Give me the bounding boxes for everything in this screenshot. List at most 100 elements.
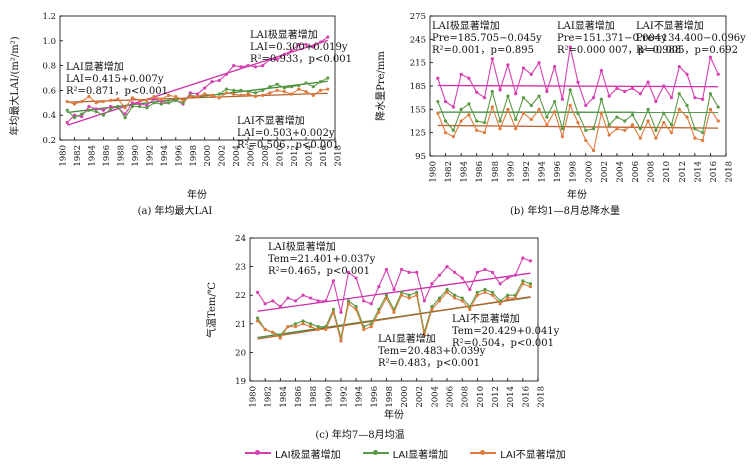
chart-a-series-0-point bbox=[246, 64, 250, 68]
chart-c-annotation-2-line-0: LAI不显著增加 bbox=[452, 312, 520, 325]
chart-c-series-2-point bbox=[354, 307, 358, 312]
chart-a-series-2-point bbox=[195, 95, 200, 99]
chart-a-series-2-point bbox=[275, 88, 279, 92]
chart-a-series-0-point bbox=[130, 101, 134, 105]
chart-b-series-2-point bbox=[708, 107, 713, 111]
chart-a-series-1-point bbox=[297, 83, 301, 88]
chart-c-series-0-point bbox=[271, 299, 275, 303]
chart-b-series-0-point bbox=[490, 57, 494, 61]
chart-a-xtick-label: 1986 bbox=[102, 145, 112, 167]
chart-a-series-2-point bbox=[232, 92, 236, 96]
chart-b-xtick-label: 1988 bbox=[491, 161, 501, 183]
chart-b-series-0-point bbox=[545, 89, 549, 94]
chart-c-fit-line-0 bbox=[257, 272, 531, 312]
chart-a-xtick-label: 1988 bbox=[116, 145, 126, 167]
chart-b-ytick-label: 185 bbox=[410, 82, 426, 92]
chart-b-xtick-label: 2010 bbox=[662, 161, 672, 183]
chart-b-xtick-label: 1984 bbox=[460, 161, 470, 183]
chart-b-series-1-point bbox=[482, 120, 487, 125]
chart-a-series-2-point bbox=[181, 98, 185, 102]
chart-b-series-2-point bbox=[677, 107, 681, 111]
chart-b-series-1-point bbox=[475, 119, 479, 123]
chart-a-series-0-point bbox=[203, 86, 207, 90]
chart-c-xtick-label: 1996 bbox=[370, 386, 380, 408]
chart-a-annotation-1-line-1: LAI=0.415+0.007y bbox=[66, 74, 164, 85]
chart-b-series-2-point bbox=[498, 127, 502, 131]
chart-a-xtick-label: 2010 bbox=[276, 145, 286, 167]
chart-a-series-1-point bbox=[239, 88, 243, 92]
chart-c-series-2-point bbox=[445, 290, 449, 294]
chart-b-series-1-point bbox=[654, 128, 658, 132]
chart-a-series-2-point bbox=[289, 92, 294, 96]
chart-a-series-2-point bbox=[138, 98, 142, 102]
chart-c-series-2-point bbox=[324, 327, 328, 332]
chart-a-series-0-point bbox=[311, 45, 315, 49]
chart-a-annotation-2-line-2: R²=0.506，p<0.001 bbox=[237, 140, 339, 151]
chart-a-series-0-point bbox=[239, 65, 243, 69]
chart-b-annotation-2-line-2: R²=0.005，p=0.692 bbox=[636, 45, 738, 56]
chart-a-series-2-point bbox=[123, 106, 127, 110]
chart-a-series-2-point bbox=[65, 99, 69, 104]
chart-a-series-1-point bbox=[65, 108, 69, 112]
chart-a-ytick-label: 1.2 bbox=[42, 12, 56, 22]
chart-a-series-0-point bbox=[318, 40, 323, 44]
chart-c-series-2-point bbox=[369, 325, 373, 329]
chart-a-series-2-point bbox=[282, 90, 286, 94]
legend-item-nonsig: LAI不显著增加 bbox=[470, 446, 566, 461]
chart-b-series-2-point bbox=[615, 127, 619, 131]
chart-b-series-1-point bbox=[553, 99, 557, 104]
chart-a-series-0-point bbox=[152, 97, 156, 101]
chart-b-xtick-label: 1998 bbox=[569, 161, 579, 183]
chart-c-series-0-point bbox=[422, 299, 426, 303]
chart-c-series-2-point bbox=[271, 330, 275, 334]
chart-a-xtick-label: 1980 bbox=[59, 145, 69, 167]
chart-c-series-0-point bbox=[498, 282, 502, 286]
chart-a-xtick-label: 2016 bbox=[319, 145, 329, 167]
legend-item-sig-strong: LAI极显著增加 bbox=[245, 446, 341, 461]
chart-a-xtick-label: 2018 bbox=[334, 145, 344, 167]
chart-c-ytick-label: 22 bbox=[235, 291, 246, 301]
chart-c-series-2-point bbox=[362, 327, 366, 332]
chart-b-series-2-point bbox=[529, 117, 533, 122]
chart-a-series-0-point bbox=[304, 42, 308, 47]
chart-a-ytick-label: 0.8 bbox=[42, 62, 56, 72]
chart-b-fit-line-2 bbox=[437, 124, 719, 129]
chart-c-xtick-label: 2006 bbox=[446, 386, 456, 408]
chart-c-series-0-point bbox=[278, 305, 282, 309]
chart-a-series-2-point bbox=[261, 93, 265, 97]
chart-a-annotation-2-line-0: LAI不显著增加 bbox=[237, 114, 305, 127]
chart-b-ytick-label: 125 bbox=[410, 129, 426, 139]
chart-b-series-2-point bbox=[685, 115, 689, 119]
chart-a-series-0-point bbox=[188, 91, 192, 95]
chart-a-annotation-0-line-1: LAI=0.300+0.019y bbox=[250, 42, 348, 53]
chart-a-series-2-point bbox=[94, 101, 98, 105]
chart-a-xtick-label: 1996 bbox=[174, 145, 184, 167]
chart-a-series-1-point bbox=[101, 113, 106, 117]
chart-b-series-1-point bbox=[646, 107, 650, 111]
chart-a-series-2-point bbox=[174, 95, 178, 99]
chart-a-frame bbox=[59, 15, 336, 141]
legend-label-nonsig: LAI不显著增加 bbox=[500, 449, 566, 461]
chart-b-series-1-point bbox=[498, 119, 502, 123]
chart-a-series-0-point bbox=[195, 92, 200, 96]
chart-c-series-0-point bbox=[293, 299, 298, 303]
chart-a-series-0-point bbox=[217, 78, 221, 83]
chart-a-xtick-label: 2014 bbox=[305, 145, 315, 167]
chart-b-annotation-1-line-0: LAI显著增加 bbox=[557, 19, 615, 32]
chart-b-xtick-label: 1980 bbox=[429, 161, 439, 183]
chart-a-series-1-point bbox=[224, 87, 229, 91]
chart-c-annotation-0-line-2: R²=0.465，p<0.001 bbox=[268, 266, 370, 277]
chart-b-series-1-point bbox=[451, 128, 455, 132]
chart-a-series-2-point bbox=[210, 93, 214, 97]
chart-b-series-line-0 bbox=[437, 46, 719, 108]
chart-b-series-0-point bbox=[654, 99, 658, 104]
chart-c-xtick-label: 1982 bbox=[264, 386, 274, 408]
chart-c-frame bbox=[249, 237, 539, 382]
chart-a-series-2-point bbox=[326, 87, 330, 91]
chart-b-series-1-point bbox=[443, 119, 448, 123]
chart-b-series-1-point bbox=[529, 103, 533, 108]
chart-c-series-2-point bbox=[437, 299, 442, 303]
chart-c-xtick-label: 2008 bbox=[461, 386, 471, 408]
chart-c-series-2-point bbox=[339, 339, 343, 343]
chart-a-series-0-point bbox=[210, 80, 214, 84]
